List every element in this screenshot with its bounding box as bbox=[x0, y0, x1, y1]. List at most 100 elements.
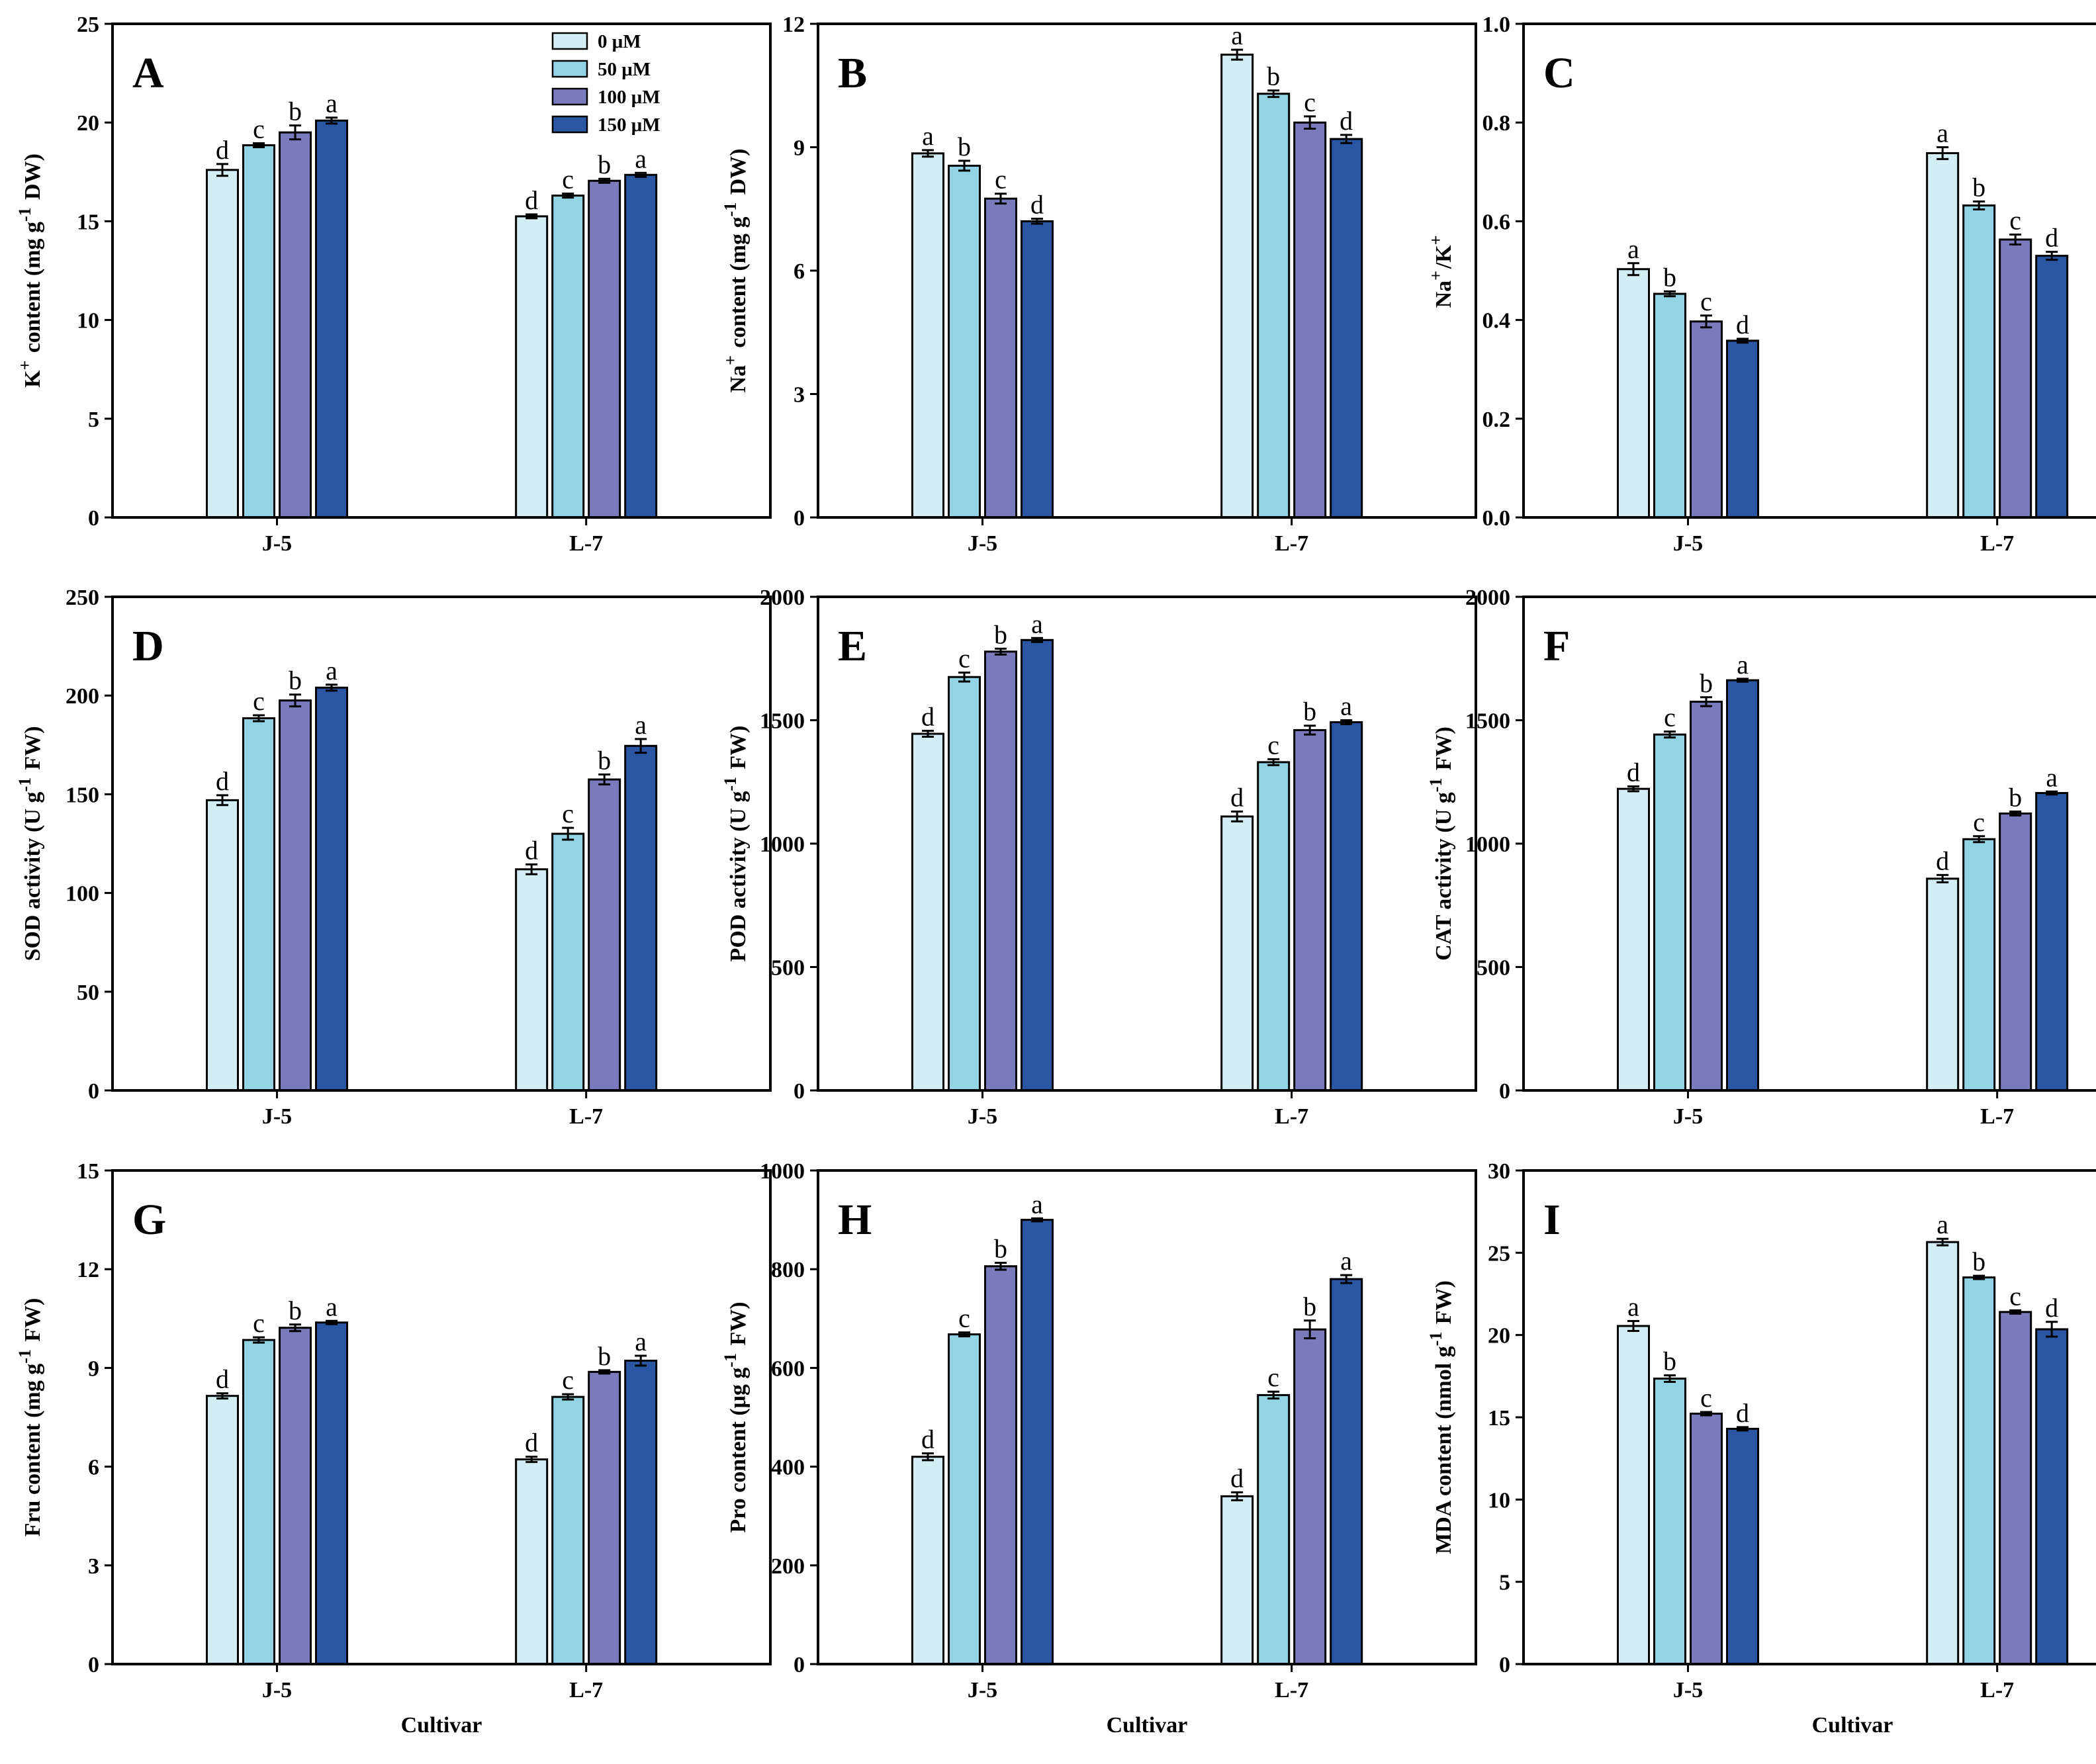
x-tick-label: L-7 bbox=[569, 1678, 603, 1702]
y-tick-label: 9 bbox=[794, 136, 805, 161]
y-tick-label: 200 bbox=[771, 1554, 805, 1579]
significance-letter: b bbox=[994, 619, 1007, 649]
x-axis-title: Cultivar bbox=[1107, 1713, 1188, 1738]
bar-C-L-7-0 bbox=[1926, 152, 1960, 519]
bar-H-J-5-1 bbox=[948, 1333, 981, 1665]
y-axis-title: CAT activity (U g-1 FW) bbox=[1426, 727, 1456, 961]
bar-D-J-5-1 bbox=[242, 717, 275, 1092]
significance-letter: a bbox=[1340, 691, 1352, 721]
significance-letter: a bbox=[1031, 1189, 1043, 1219]
y-tick-label: 2000 bbox=[1465, 586, 1510, 610]
y-tick-label: 200 bbox=[66, 684, 99, 709]
plot-frame bbox=[111, 595, 772, 1092]
y-tick-label: 12 bbox=[77, 1258, 99, 1282]
significance-letter: b bbox=[1267, 62, 1280, 91]
y-tick-label: 2000 bbox=[760, 586, 805, 610]
significance-letter: c bbox=[1700, 287, 1712, 316]
significance-letter: c bbox=[1304, 87, 1316, 117]
y-tick-label: 0.8 bbox=[1482, 111, 1511, 136]
bar-B-J-5-3 bbox=[1021, 220, 1054, 519]
bar-F-L-7-2 bbox=[1999, 812, 2032, 1092]
significance-letter: b bbox=[289, 1296, 302, 1325]
bar-C-L-7-1 bbox=[1962, 204, 1996, 519]
y-tick-label: 0 bbox=[88, 1079, 99, 1104]
significance-letter: c bbox=[253, 686, 265, 716]
bar-D-L-7-2 bbox=[588, 778, 621, 1092]
x-tick-label: L-7 bbox=[1275, 1678, 1308, 1702]
plot-frame bbox=[111, 1169, 772, 1665]
bar-I-L-7-1 bbox=[1962, 1276, 1996, 1665]
significance-letter: b bbox=[598, 150, 611, 179]
bar-E-L-7-0 bbox=[1220, 815, 1254, 1092]
y-tick-label: 1000 bbox=[1465, 832, 1510, 857]
bar-D-L-7-1 bbox=[551, 832, 585, 1092]
bar-I-J-5-0 bbox=[1617, 1325, 1650, 1665]
y-axis-title: Fru content (mg g-1 FW) bbox=[15, 1298, 45, 1537]
significance-letter: d bbox=[1230, 783, 1244, 813]
bar-H-L-7-3 bbox=[1330, 1278, 1363, 1665]
panel-letter: C bbox=[1543, 49, 1575, 97]
x-tick-label: J-5 bbox=[1673, 531, 1703, 556]
significance-letter: d bbox=[525, 185, 538, 215]
y-axis-title: Pro content (μg g-1 FW) bbox=[721, 1301, 751, 1532]
bar-B-L-7-2 bbox=[1293, 121, 1327, 519]
significance-letter: a bbox=[635, 1327, 647, 1356]
bar-E-L-7-3 bbox=[1330, 721, 1363, 1092]
y-tick-label: 0.2 bbox=[1482, 408, 1511, 432]
legend-label: 0 μM bbox=[598, 31, 641, 52]
significance-letter: a bbox=[635, 710, 647, 740]
y-tick-label: 400 bbox=[771, 1456, 805, 1480]
plot-frame bbox=[111, 22, 772, 519]
bar-I-J-5-2 bbox=[1690, 1413, 1723, 1665]
significance-letter: b bbox=[1663, 1346, 1676, 1376]
bar-A-L-7-2 bbox=[588, 179, 621, 519]
y-tick-label: 0.6 bbox=[1482, 210, 1511, 234]
significance-letter: a bbox=[1340, 1246, 1352, 1276]
y-tick-label: 0 bbox=[1499, 1079, 1510, 1104]
bar-C-L-7-3 bbox=[2035, 255, 2069, 519]
y-tick-label: 25 bbox=[77, 13, 99, 37]
significance-letter: c bbox=[995, 165, 1007, 195]
y-tick-label: 12 bbox=[782, 13, 805, 37]
bar-F-J-5-3 bbox=[1726, 679, 1759, 1092]
bar-H-L-7-0 bbox=[1220, 1495, 1254, 1665]
bar-E-L-7-2 bbox=[1293, 728, 1327, 1092]
y-tick-label: 500 bbox=[1477, 956, 1510, 981]
x-tick-label: J-5 bbox=[968, 531, 997, 556]
significance-letter: d bbox=[1030, 190, 1044, 220]
y-tick-label: 10 bbox=[1488, 1488, 1510, 1513]
significance-letter: b bbox=[1663, 262, 1676, 292]
bar-C-J-5-0 bbox=[1617, 268, 1650, 519]
plot-frame bbox=[817, 1169, 1477, 1665]
bar-B-L-7-3 bbox=[1330, 138, 1363, 519]
x-tick-label: L-7 bbox=[1275, 1104, 1308, 1129]
legend-swatch bbox=[551, 32, 588, 50]
x-tick-label: L-7 bbox=[1980, 1104, 2014, 1129]
significance-letter: d bbox=[921, 1424, 934, 1454]
legend-label: 50 μM bbox=[598, 59, 651, 80]
y-tick-label: 30 bbox=[1488, 1159, 1510, 1184]
y-tick-label: 6 bbox=[794, 259, 805, 284]
significance-letter: b bbox=[1303, 697, 1316, 727]
y-tick-label: 1500 bbox=[1465, 709, 1510, 734]
y-tick-label: 50 bbox=[77, 981, 99, 1005]
y-tick-label: 1.0 bbox=[1482, 13, 1511, 37]
bar-G-J-5-3 bbox=[315, 1321, 348, 1665]
legend-label: 100 μM bbox=[598, 87, 661, 108]
y-tick-label: 25 bbox=[1488, 1241, 1510, 1266]
bar-B-L-7-0 bbox=[1220, 54, 1254, 519]
bar-I-J-5-3 bbox=[1726, 1427, 1759, 1665]
panel-letter: E bbox=[838, 622, 867, 670]
significance-letter: b bbox=[1700, 668, 1713, 698]
y-axis-title: MDA content (nmol g-1 FW) bbox=[1426, 1280, 1456, 1554]
significance-letter: d bbox=[1340, 106, 1353, 136]
bar-C-J-5-1 bbox=[1653, 292, 1686, 519]
y-tick-label: 20 bbox=[1488, 1324, 1510, 1348]
y-tick-label: 3 bbox=[794, 383, 805, 408]
significance-letter: b bbox=[598, 1341, 611, 1371]
bar-I-J-5-1 bbox=[1653, 1378, 1686, 1665]
y-axis-title: Na+ /K+ bbox=[1426, 234, 1456, 308]
y-axis-title: SOD activity (U g-1 FW) bbox=[15, 726, 45, 961]
